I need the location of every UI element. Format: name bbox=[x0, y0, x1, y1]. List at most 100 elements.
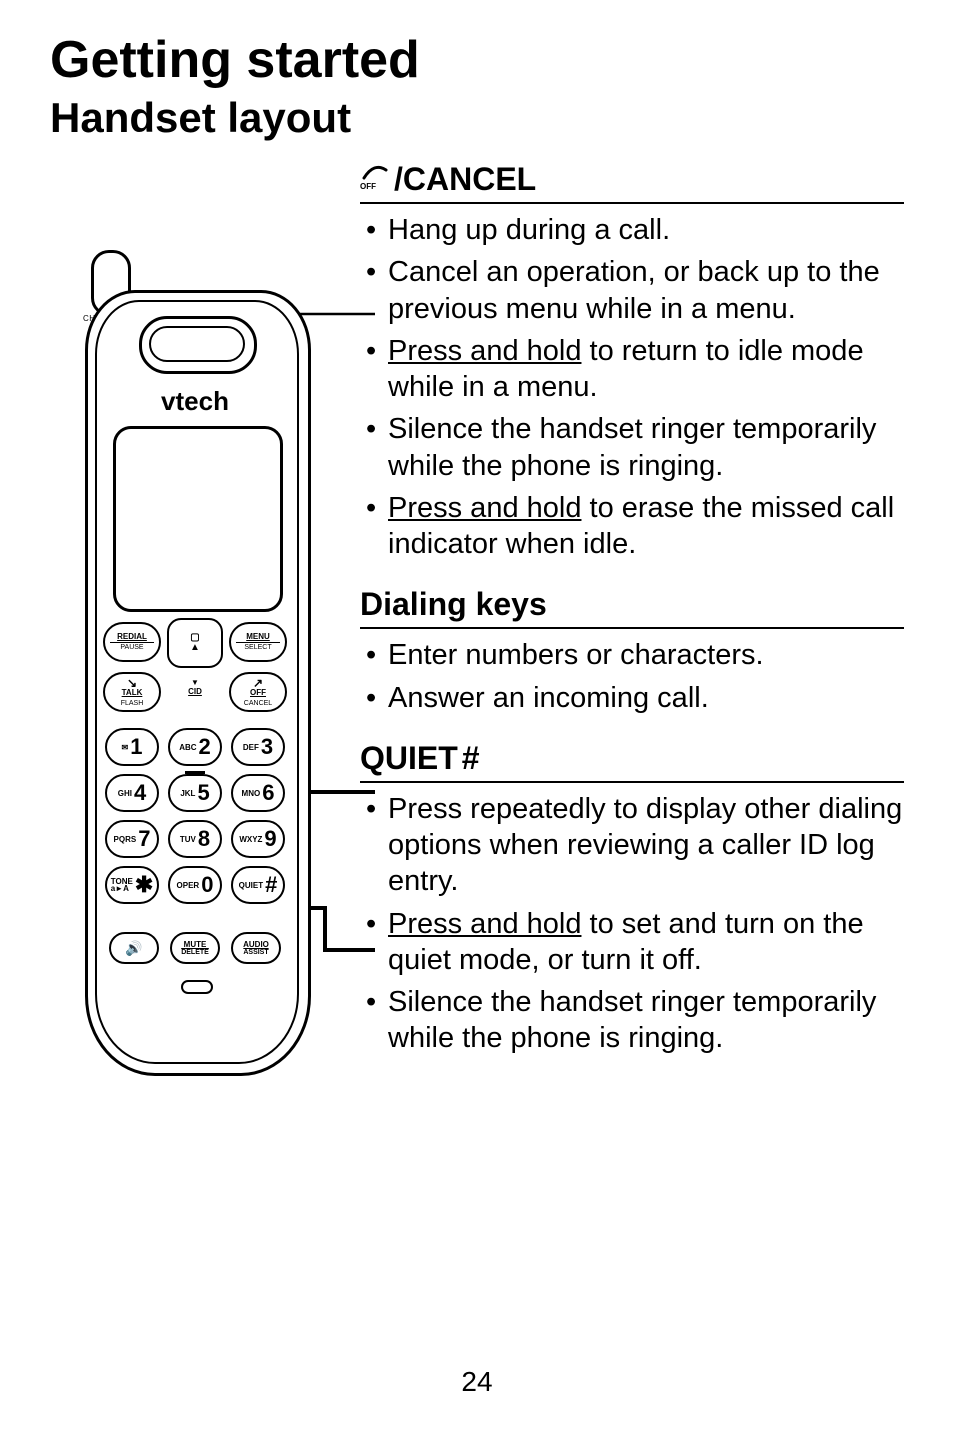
voicemail-icon: ✉ bbox=[122, 743, 129, 752]
handset-outline: CHARGE vtech REDIAL PAUSE ▢ bbox=[85, 250, 305, 1070]
talk-label: TALK bbox=[122, 689, 143, 697]
microphone bbox=[181, 980, 213, 994]
heading-2: Handset layout bbox=[50, 94, 904, 142]
earpiece-inner bbox=[149, 326, 245, 362]
dialing-bullets: Enter numbers or characters. Answer an i… bbox=[360, 637, 904, 716]
audio-assist-key: AUDIO ASSIST bbox=[231, 932, 281, 964]
section-cancel-title: OFF /CANCEL bbox=[360, 160, 904, 200]
key-3: DEF 3 bbox=[231, 728, 285, 766]
off-sub-label: OFF bbox=[360, 182, 376, 190]
key-row-1: ✉ 1 ABC 2 DEF 3 bbox=[105, 728, 285, 766]
directory-up-key: ▢ ▲ bbox=[167, 618, 223, 668]
bottom-key-row: 🔊 MUTE DELETE AUDIO ASSIST bbox=[109, 932, 281, 964]
mute-delete-key: MUTE DELETE bbox=[170, 932, 220, 964]
letters-2: ABC bbox=[179, 743, 196, 752]
letters-hash: QUIET bbox=[239, 881, 263, 890]
key-7: PQRS 7 bbox=[105, 820, 159, 858]
menu-select-key: MENU SELECT bbox=[229, 622, 287, 662]
digit-2: 2 bbox=[199, 734, 211, 760]
audio-label: AUDIO bbox=[243, 941, 269, 949]
up-arrow-icon: ▲ bbox=[190, 643, 200, 654]
key-row-3: PQRS 7 TUV 8 WXYZ 9 bbox=[105, 820, 285, 858]
off-cancel-key: ↗ OFF CANCEL bbox=[229, 672, 287, 712]
brand-label: vtech bbox=[85, 386, 305, 417]
letters-4: GHI bbox=[118, 789, 132, 798]
letters-5: JKL bbox=[180, 789, 195, 798]
key-0: OPER 0 bbox=[168, 866, 222, 904]
off-cancel-icon: OFF bbox=[360, 160, 390, 198]
cancel-bullets: Hang up during a call. Cancel an operati… bbox=[360, 212, 904, 562]
letters-9: WXYZ bbox=[239, 835, 262, 844]
cid-label: CID bbox=[167, 687, 223, 696]
cancel-label: CANCEL bbox=[236, 699, 279, 707]
content-row: CHARGE vtech REDIAL PAUSE ▢ bbox=[50, 160, 904, 1081]
digit-7: 7 bbox=[138, 826, 150, 852]
key-row-4: TONE a►A ✱ OPER 0 QUIET # bbox=[105, 866, 285, 904]
select-label: SELECT bbox=[236, 642, 279, 651]
section-quiet-title: QUIET# bbox=[360, 740, 904, 779]
cancel-bullet-2: Cancel an operation, or back up to the p… bbox=[360, 254, 904, 327]
cancel-bullet-4-text: Silence the handset ringer temporarily w… bbox=[388, 413, 876, 481]
digit-9: 9 bbox=[264, 826, 276, 852]
off-label: OFF bbox=[250, 689, 266, 697]
rule-dialing bbox=[360, 627, 904, 629]
text-column: OFF /CANCEL Hang up during a call. Cance… bbox=[340, 160, 904, 1081]
cancel-bullet-5-lead: Press and hold bbox=[388, 492, 581, 524]
quiet-title-pre: QUIET bbox=[360, 740, 458, 777]
digit-0: 0 bbox=[201, 872, 213, 898]
key-9: WXYZ 9 bbox=[231, 820, 285, 858]
case-label: a►A bbox=[111, 884, 129, 893]
key-hash: QUIET # bbox=[231, 866, 285, 904]
cancel-title-text: /CANCEL bbox=[394, 161, 536, 198]
dialing-bullet-1-text: Enter numbers or characters. bbox=[388, 639, 764, 671]
key-row-2: GHI 4 JKL 5 MNO 6 bbox=[105, 774, 285, 812]
rule-cancel bbox=[360, 202, 904, 204]
star-symbol: ✱ bbox=[135, 872, 153, 898]
letters-6: MNO bbox=[242, 789, 261, 798]
quiet-bullet-3-text: Silence the handset ringer temporarily w… bbox=[388, 986, 876, 1054]
digit-5: 5 bbox=[197, 780, 209, 806]
page-number: 24 bbox=[0, 1366, 954, 1398]
nav-row-2: ↘ TALK FLASH ▼ CID ↗ OFF CANCEL bbox=[103, 672, 287, 728]
key-6: MNO 6 bbox=[231, 774, 285, 812]
quiet-bullet-3: Silence the handset ringer temporarily w… bbox=[360, 984, 904, 1057]
dialing-bullet-1: Enter numbers or characters. bbox=[360, 637, 904, 673]
nav-row-1: REDIAL PAUSE ▢ ▲ MENU SELECT bbox=[103, 622, 287, 678]
key-2: ABC 2 bbox=[168, 728, 222, 766]
cancel-bullet-3: Press and hold to return to idle mode wh… bbox=[360, 333, 904, 406]
cancel-bullet-3-lead: Press and hold bbox=[388, 335, 581, 367]
letters-3: DEF bbox=[243, 743, 259, 752]
cancel-bullet-2-text: Cancel an operation, or back up to the p… bbox=[388, 256, 880, 324]
rule-quiet bbox=[360, 781, 904, 783]
cancel-bullet-1-text: Hang up during a call. bbox=[388, 214, 670, 246]
quiet-bullet-1-text: Press repeatedly to display other dialin… bbox=[388, 793, 902, 898]
digit-3: 3 bbox=[261, 734, 273, 760]
digit-8: 8 bbox=[198, 826, 210, 852]
key-5-tactile-bar bbox=[185, 771, 205, 774]
letters-0: OPER bbox=[177, 881, 200, 890]
quiet-bullet-2-lead: Press and hold bbox=[388, 908, 581, 940]
redial-pause-key: REDIAL PAUSE bbox=[103, 622, 161, 662]
redial-label: REDIAL bbox=[117, 633, 147, 641]
cancel-bullet-4: Silence the handset ringer temporarily w… bbox=[360, 411, 904, 484]
heading-1: Getting started bbox=[50, 30, 904, 90]
pause-label: PAUSE bbox=[110, 642, 153, 651]
flash-label: FLASH bbox=[110, 699, 153, 707]
quiet-title-hash: # bbox=[462, 740, 480, 777]
dial-keypad: ✉ 1 ABC 2 DEF 3 bbox=[105, 728, 285, 912]
delete-label: DELETE bbox=[181, 949, 209, 956]
speakerphone-key: 🔊 bbox=[109, 932, 159, 964]
key-1: ✉ 1 bbox=[105, 728, 159, 766]
digit-1: 1 bbox=[130, 734, 142, 760]
quiet-bullet-1: Press repeatedly to display other dialin… bbox=[360, 791, 904, 900]
speaker-icon: 🔊 bbox=[125, 941, 142, 955]
display-screen bbox=[113, 426, 283, 612]
diagram-column: CHARGE vtech REDIAL PAUSE ▢ bbox=[50, 160, 340, 1070]
letters-star: TONE a►A bbox=[111, 878, 133, 892]
down-arrow-icon: ▼ bbox=[167, 678, 223, 687]
key-8: TUV 8 bbox=[168, 820, 222, 858]
hash-symbol: # bbox=[265, 872, 277, 898]
key-5: JKL 5 bbox=[168, 774, 222, 812]
quiet-bullet-2: Press and hold to set and turn on the qu… bbox=[360, 906, 904, 979]
digit-6: 6 bbox=[262, 780, 274, 806]
